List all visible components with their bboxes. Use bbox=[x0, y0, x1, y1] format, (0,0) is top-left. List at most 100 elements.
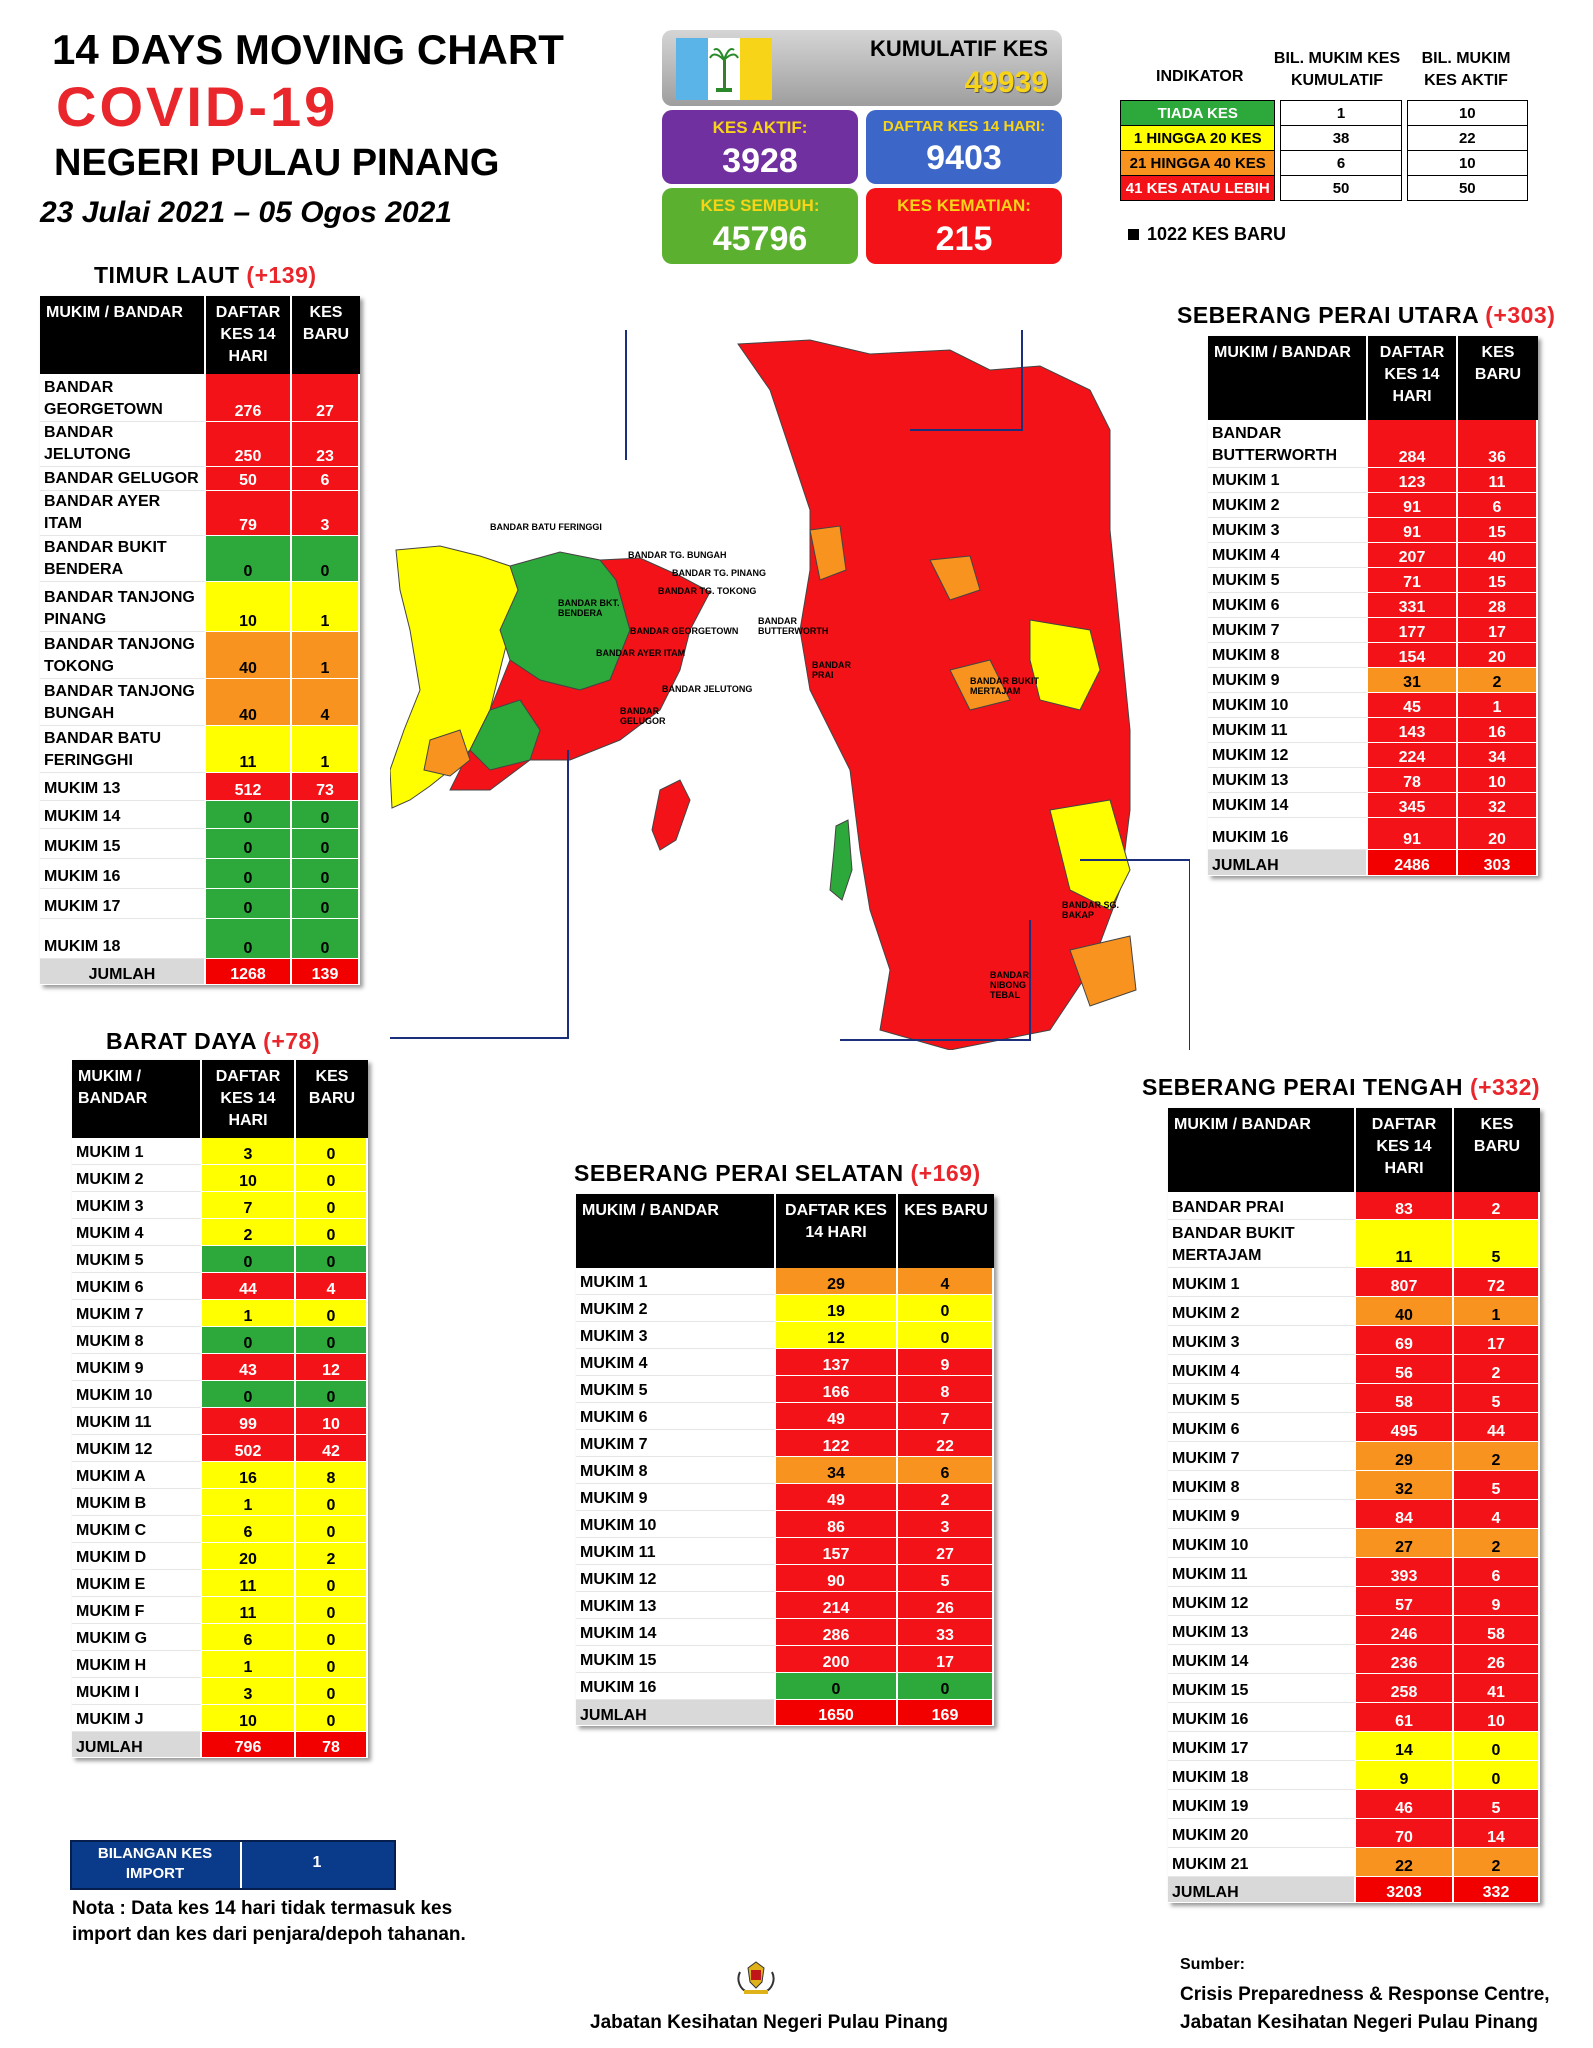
row-name: MUKIM 10 bbox=[1208, 693, 1368, 718]
table-row: MUKIM 13 214 26 bbox=[576, 1592, 994, 1619]
row-name: MUKIM 7 bbox=[72, 1300, 202, 1327]
row-name: BANDAR AYER ITAM bbox=[40, 491, 206, 536]
daftar-kes-value: 44 bbox=[202, 1273, 296, 1300]
table-timur-laut: MUKIM / BANDAR DAFTAR KES 14 HARI KES BARU… bbox=[40, 296, 360, 985]
row-name: MUKIM 12 bbox=[1168, 1587, 1356, 1616]
daftar-kes-value: 43 bbox=[202, 1354, 296, 1381]
map-label-nibong-tebal: BANDAR NIBONG TEBAL bbox=[990, 970, 1029, 1000]
map-label-tg-pinang: BANDAR TG. PINANG bbox=[672, 568, 766, 578]
table-row: BANDAR BUKIT MERTAJAM 11 5 bbox=[1168, 1220, 1540, 1268]
row-name: MUKIM 1 bbox=[72, 1138, 202, 1165]
header-line1: 14 DAYS MOVING CHART bbox=[52, 26, 564, 73]
daftar-kes-value: 345 bbox=[1368, 793, 1458, 818]
row-name: MUKIM 16 bbox=[1168, 1703, 1356, 1732]
total-row: JUMLAH 1650 169 bbox=[576, 1700, 994, 1726]
daftar-kes-value: 0 bbox=[206, 859, 292, 889]
daftar-kes-value: 214 bbox=[776, 1592, 898, 1619]
column-header: KES BARU bbox=[1458, 336, 1538, 420]
daftar-value: 9403 bbox=[926, 139, 1002, 177]
kes-baru-value: 14 bbox=[1454, 1819, 1540, 1848]
total-label: JUMLAH bbox=[1208, 850, 1368, 876]
daftar-kes-value: 495 bbox=[1356, 1413, 1454, 1442]
column-header: MUKIM / BANDAR bbox=[40, 296, 206, 374]
total-daftar-value: 3203 bbox=[1356, 1877, 1454, 1903]
row-name: MUKIM 8 bbox=[72, 1327, 202, 1354]
daftar-kes-value: 0 bbox=[202, 1246, 296, 1273]
table-row: MUKIM 12 57 9 bbox=[1168, 1587, 1540, 1616]
kes-baru-value: 0 bbox=[296, 1246, 368, 1273]
table-row: BANDAR BATU FERINGGHI 11 1 bbox=[40, 726, 360, 773]
kes-baru-value: 4 bbox=[292, 679, 360, 726]
table-row: MUKIM 5 58 5 bbox=[1168, 1384, 1540, 1413]
table-row: MUKIM 13 246 58 bbox=[1168, 1616, 1540, 1645]
column-header: DAFTAR KES 14 HARI bbox=[206, 296, 292, 374]
daftar-kes-value: 250 bbox=[206, 422, 292, 467]
daftar-kes-value: 69 bbox=[1356, 1326, 1454, 1355]
row-name: MUKIM 11 bbox=[576, 1538, 776, 1565]
kes-baru-value: 0 bbox=[296, 1516, 368, 1543]
kes-baru-value: 2 bbox=[1454, 1529, 1540, 1558]
kes-baru-value: 3 bbox=[898, 1511, 994, 1538]
island-orange-patch bbox=[423, 729, 471, 777]
row-name: MUKIM 16 bbox=[576, 1673, 776, 1700]
daftar-kes-value: 1 bbox=[202, 1489, 296, 1516]
penang-flag-icon bbox=[676, 38, 772, 100]
kes-baru-value: 17 bbox=[1454, 1326, 1540, 1355]
daftar-kes-value: 236 bbox=[1356, 1645, 1454, 1674]
daftar-kes-value: 84 bbox=[1356, 1500, 1454, 1529]
total-label: JUMLAH bbox=[40, 959, 206, 985]
kes-baru-value: 6 bbox=[898, 1457, 994, 1484]
row-name: MUKIM 20 bbox=[1168, 1819, 1356, 1848]
kes-baru-value: 0 bbox=[296, 1705, 368, 1732]
kes-baru-value: 8 bbox=[296, 1462, 368, 1489]
legend-kumulatif-value: 1 bbox=[1280, 100, 1402, 126]
table-row: MUKIM 4 137 9 bbox=[576, 1349, 994, 1376]
daftar-kes-value: 1 bbox=[202, 1300, 296, 1327]
row-name: MUKIM 9 bbox=[72, 1354, 202, 1381]
table-row: MUKIM E 11 0 bbox=[72, 1570, 368, 1597]
row-name: MUKIM 4 bbox=[1208, 543, 1368, 568]
title-spu-plus: (+303) bbox=[1485, 302, 1556, 328]
legend-kumulatif-value: 6 bbox=[1280, 150, 1402, 176]
table-row: MUKIM 9 31 2 bbox=[1208, 668, 1538, 693]
row-name: MUKIM 13 bbox=[1208, 768, 1368, 793]
daftar-kes-value: 143 bbox=[1368, 718, 1458, 743]
total-daftar-value: 1268 bbox=[206, 959, 292, 985]
row-name: MUKIM B bbox=[72, 1489, 202, 1516]
table-row: MUKIM 5 166 8 bbox=[576, 1376, 994, 1403]
daftar-kes-value: 10 bbox=[202, 1165, 296, 1192]
total-label: JUMLAH bbox=[1168, 1877, 1356, 1903]
kes-baru-value: 1 bbox=[292, 582, 360, 632]
daftar-kes-value: 86 bbox=[776, 1511, 898, 1538]
kematian-box: KES KEMATIAN: 215 bbox=[866, 188, 1062, 264]
column-header: DAFTAR KES 14 HARI bbox=[776, 1194, 898, 1268]
daftar-kes-value: 57 bbox=[1356, 1587, 1454, 1616]
kes-baru-value: 5 bbox=[898, 1565, 994, 1592]
table-row: BANDAR TANJONG TOKONG 40 1 bbox=[40, 632, 360, 679]
small-island bbox=[651, 779, 691, 851]
table-row: MUKIM 6 331 28 bbox=[1208, 593, 1538, 618]
kes-baru-value: 4 bbox=[1454, 1500, 1540, 1529]
kes-baru-value: 2 bbox=[1454, 1442, 1540, 1471]
row-name: MUKIM 10 bbox=[576, 1511, 776, 1538]
row-name: MUKIM 3 bbox=[576, 1322, 776, 1349]
table-row: MUKIM 15 258 41 bbox=[1168, 1674, 1540, 1703]
column-header: KES BARU bbox=[1454, 1108, 1540, 1192]
row-name: MUKIM 2 bbox=[1168, 1297, 1356, 1326]
daftar-kes-value: 502 bbox=[202, 1435, 296, 1462]
title-timur-laut: TIMUR LAUT (+139) bbox=[94, 262, 317, 289]
kes-baru-value: 0 bbox=[292, 889, 360, 919]
daftar-kes-value: 40 bbox=[1356, 1297, 1454, 1326]
title-spt: SEBERANG PERAI TENGAH (+332) bbox=[1142, 1074, 1540, 1101]
kes-baru-value: 20 bbox=[1458, 643, 1538, 668]
row-name: MUKIM 3 bbox=[1208, 518, 1368, 543]
daftar-kes-value: 122 bbox=[776, 1430, 898, 1457]
legend-label: 21 HINGGA 40 KES bbox=[1119, 150, 1276, 176]
column-header: KES BARU bbox=[296, 1060, 368, 1138]
kes-baru-value: 32 bbox=[1458, 793, 1538, 818]
kes-baru-value: 41 bbox=[1454, 1674, 1540, 1703]
daftar-kes-value: 27 bbox=[1356, 1529, 1454, 1558]
kes-baru-value: 9 bbox=[1454, 1587, 1540, 1616]
kes-baru-value: 2 bbox=[1454, 1355, 1540, 1384]
